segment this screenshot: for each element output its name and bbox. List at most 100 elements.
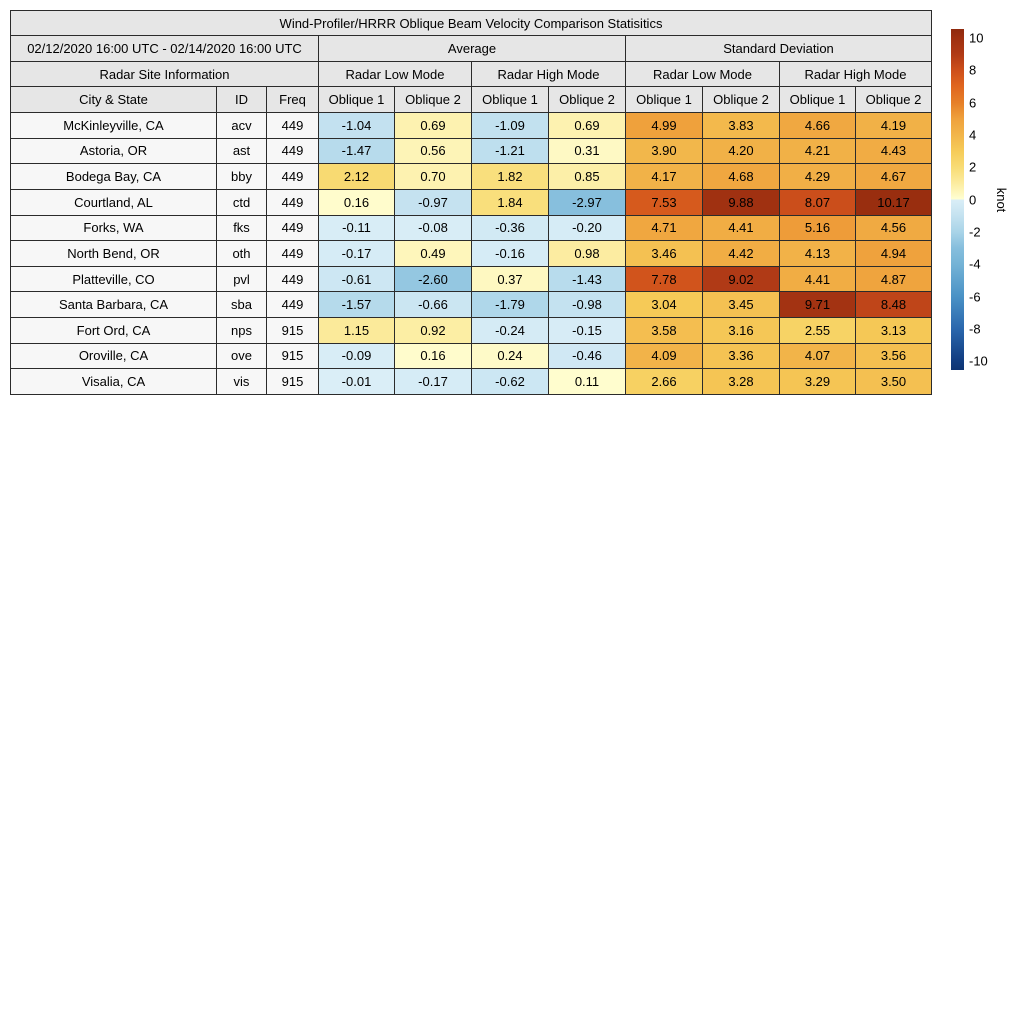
value-cell: 3.90 — [625, 137, 703, 165]
value-cell: 3.83 — [702, 112, 780, 139]
value-cell: -1.43 — [548, 265, 626, 293]
freq-cell: 915 — [266, 317, 319, 344]
table-row: Fort Ord, CA nps 915 1.15 0.92 -0.24 -0.15 3.58… — [10, 317, 932, 344]
value-cell: -0.11 — [318, 214, 395, 242]
value-cell: -1.47 — [318, 137, 395, 165]
value-cell: 0.16 — [318, 188, 395, 216]
col-header-oblique2: Oblique 2 — [548, 86, 626, 113]
col-header-oblique2: Oblique 2 — [855, 86, 932, 113]
freq-cell: 915 — [266, 368, 319, 395]
value-cell: 0.31 — [548, 137, 626, 165]
value-cell: 0.85 — [548, 163, 626, 190]
value-cell: 4.41 — [702, 214, 780, 242]
value-cell: 9.02 — [702, 265, 780, 293]
value-cell: 4.68 — [702, 163, 780, 190]
value-cell: 4.29 — [779, 163, 856, 190]
value-cell: 3.50 — [855, 368, 932, 395]
mode-header-sd-high: Radar High Mode — [779, 61, 932, 87]
value-cell: 7.53 — [625, 188, 703, 216]
value-cell: 4.19 — [855, 112, 932, 139]
value-cell: 2.66 — [625, 368, 703, 395]
value-cell: -0.98 — [548, 291, 626, 318]
value-cell: 4.17 — [625, 163, 703, 190]
site-id-cell: nps — [216, 317, 267, 344]
colorbar-unit-label: knot — [993, 187, 1009, 212]
value-cell: 7.78 — [625, 265, 703, 293]
value-cell: -0.97 — [394, 188, 472, 216]
value-cell: -2.60 — [394, 265, 472, 293]
value-cell: 10.17 — [855, 188, 932, 216]
value-cell: 4.87 — [855, 265, 932, 293]
table-row: Bodega Bay, CA bby 449 2.12 0.70 1.82 0.85 4.17… — [10, 163, 932, 190]
col-header-oblique2: Oblique 2 — [702, 86, 780, 113]
site-id-cell: vis — [216, 368, 267, 395]
colorbar-tick-label: -2 — [969, 224, 981, 240]
colorbar-tick-label: -4 — [969, 256, 981, 272]
value-cell: -0.17 — [394, 368, 472, 395]
colorbar-tick-label: 4 — [969, 127, 977, 143]
table-row: Courtland, AL ctd 449 0.16 -0.97 1.84 -2.97 7.5… — [10, 188, 932, 216]
value-cell: 2.55 — [779, 317, 856, 344]
col-header-oblique1: Oblique 1 — [779, 86, 856, 113]
site-id-cell: bby — [216, 163, 267, 190]
value-cell: 4.13 — [779, 240, 856, 267]
value-cell: -0.08 — [394, 214, 472, 242]
value-cell: 3.36 — [702, 342, 780, 370]
freq-cell: 915 — [266, 342, 319, 370]
city-cell: Oroville, CA — [10, 342, 217, 370]
colorbar-tick-label: -6 — [969, 289, 981, 304]
value-cell: 0.92 — [394, 317, 472, 344]
value-cell: 3.04 — [625, 291, 703, 318]
city-cell: Platteville, CO — [10, 265, 217, 293]
city-cell: Visalia, CA — [10, 368, 217, 395]
column-header-row: City & State ID Freq Oblique 1 Oblique 2… — [10, 86, 932, 113]
value-cell: 4.41 — [779, 265, 856, 293]
table-title: Wind-Profiler/HRRR Oblique Beam Velocity… — [10, 10, 932, 36]
value-cell: -0.15 — [548, 317, 626, 344]
colorbar-tick-label: -8 — [969, 321, 981, 337]
colorbar-tick-label: 2 — [969, 159, 977, 175]
value-cell: -0.17 — [318, 240, 395, 267]
site-id-cell: pvl — [216, 265, 267, 293]
value-cell: 0.24 — [471, 342, 549, 370]
value-cell: -1.09 — [471, 112, 549, 139]
table-row: Platteville, CO pvl 449 -0.61 -2.60 0.37 -1.43… — [10, 265, 932, 293]
freq-cell: 449 — [266, 240, 319, 267]
value-cell: 0.98 — [548, 240, 626, 267]
value-cell: 4.66 — [779, 112, 856, 139]
colorbar: 10 8 6 4 2 0 -2 -4 -6 -8 -10 knot — [951, 29, 1024, 370]
value-cell: 4.43 — [855, 137, 932, 165]
table-row: Oroville, CA ove 915 -0.09 0.16 0.24 -0.46 4.09… — [10, 342, 932, 370]
value-cell: 4.07 — [779, 342, 856, 370]
city-cell: McKinleyville, CA — [10, 112, 217, 139]
col-header-freq: Freq — [266, 86, 319, 113]
value-cell: 0.11 — [548, 368, 626, 395]
value-cell: 8.48 — [855, 291, 932, 318]
value-cell: 9.88 — [702, 188, 780, 216]
value-cell: 4.09 — [625, 342, 703, 370]
freq-cell: 449 — [266, 265, 319, 293]
site-id-cell: ast — [216, 137, 267, 165]
site-id-cell: ove — [216, 342, 267, 370]
value-cell: -0.09 — [318, 342, 395, 370]
col-header-id: ID — [216, 86, 267, 113]
city-cell: Bodega Bay, CA — [10, 163, 217, 190]
mode-header-sd-low: Radar Low Mode — [625, 61, 780, 87]
value-cell: 1.84 — [471, 188, 549, 216]
value-cell: -0.62 — [471, 368, 549, 395]
value-cell: 4.99 — [625, 112, 703, 139]
value-cell: 3.45 — [702, 291, 780, 318]
value-cell: 4.42 — [702, 240, 780, 267]
colorbar-tick-label: 8 — [969, 62, 977, 78]
freq-cell: 449 — [266, 112, 319, 139]
freq-cell: 449 — [266, 163, 319, 190]
value-cell: 3.58 — [625, 317, 703, 344]
value-cell: -1.04 — [318, 112, 395, 139]
mode-header-avg-low: Radar Low Mode — [318, 61, 472, 87]
value-cell: -1.21 — [471, 137, 549, 165]
table-row: Forks, WA fks 449 -0.11 -0.08 -0.36 -0.20 4.71 4… — [10, 214, 932, 242]
value-cell: -0.46 — [548, 342, 626, 370]
mode-header-row: Radar Site Information Radar Low Mode Ra… — [10, 61, 932, 87]
value-cell: 4.21 — [779, 137, 856, 165]
value-cell: 4.71 — [625, 214, 703, 242]
